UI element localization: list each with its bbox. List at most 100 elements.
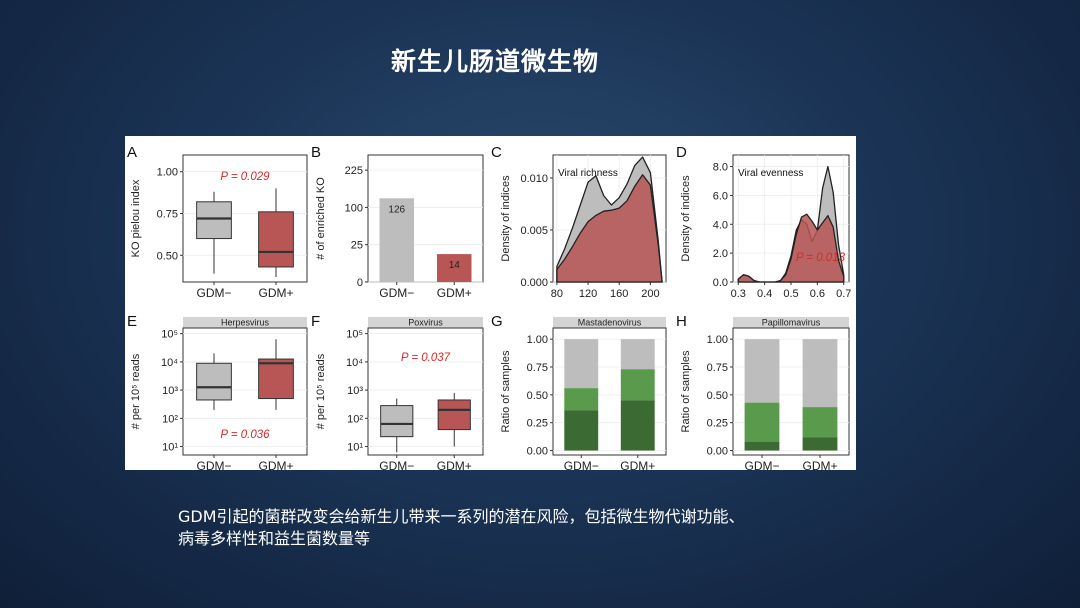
bar-value-label: 14 [449, 260, 461, 271]
y-tick-label: 0.50 [157, 250, 178, 262]
slide-title: 新生儿肠道微生物 [390, 47, 599, 76]
y-tick-label: 0.0 [713, 277, 728, 289]
panel-letter-c: C [491, 144, 502, 161]
x-tick-label: GDM− [379, 459, 414, 470]
y-tick-label: 1.00 [157, 167, 178, 179]
x-tick-label: GDM+ [437, 286, 472, 300]
y-tick-label: 0.75 [707, 362, 728, 374]
p-value-annotation: P = 0.013 [796, 252, 846, 264]
box-gdm-minus [196, 353, 232, 410]
y-tick-label: 10¹ [162, 442, 178, 454]
panel-e: E Herpesvirus 10¹ 10² 10³ 10⁴ 10⁵ # per 10⁵ rea… [127, 313, 308, 470]
caption-line-2: 病毒多样性和益生菌数量等 [178, 529, 371, 548]
bar-segment-light-green [564, 388, 599, 411]
box-iqr [437, 399, 471, 431]
y-tick-label: 0.00 [707, 446, 728, 458]
panel-letter-b: B [311, 144, 321, 161]
bar-segment-absent [744, 339, 780, 403]
x-tick-label: 120 [579, 288, 597, 300]
x-tick-label: GDM+ [258, 459, 293, 470]
box-iqr [196, 201, 232, 240]
y-tick-label: 10¹ [347, 442, 363, 454]
x-tick-label: 0.6 [810, 288, 825, 300]
caption-line-1: GDM引起的菌群改变会给新生儿带来一系列的潜在风险，包括微生物代谢功能、 [178, 507, 745, 526]
x-tick-label: GDM+ [802, 459, 837, 470]
box-gdm-plus [258, 339, 294, 410]
x-tick-label: 200 [641, 288, 659, 300]
bar-segment-dark-green [620, 400, 655, 451]
box-gdm-plus [258, 188, 294, 277]
bar-segment-dark-green [744, 441, 780, 451]
y-tick-label: 0.005 [520, 225, 548, 237]
x-tick-label: GDM− [379, 286, 414, 300]
y-tick-label: 10² [162, 413, 178, 425]
bar-segment-dark-green [564, 410, 599, 451]
y-axis-label: # per 10⁵ reads [315, 353, 327, 429]
x-tick-label: GDM− [196, 459, 231, 470]
bar-gdm-minus [379, 198, 414, 282]
y-axis-label: # per 10⁵ reads [130, 353, 142, 429]
box-gdm-minus [196, 191, 232, 274]
y-tick-label: 0.75 [157, 208, 178, 220]
density-annotation: Viral evenness [738, 168, 803, 179]
panel-g: G Mastadenovirus 0.00 0.25 0.50 0.75 1.00 Ratio… [491, 313, 667, 470]
y-tick-label: 10⁴ [161, 357, 178, 369]
panel-f: F Poxvirus 10¹ 10² 10³ 10⁴ 10⁵ # per 10⁵ reads P… [311, 313, 484, 470]
slide-caption: GDM引起的菌群改变会给新生儿带来一系列的潜在风险，包括微生物代谢功能、 病毒多… [178, 506, 878, 550]
panel-c: C 0.000 0.005 0.010 Density of indices 80 120 1… [491, 144, 667, 300]
y-tick-label: 0.000 [520, 277, 548, 289]
bar-gdm-plus [437, 254, 472, 282]
y-tick-label: 0.25 [527, 418, 548, 430]
y-tick-label: 0.25 [707, 418, 728, 430]
x-tick-label: GDM+ [620, 459, 655, 470]
x-tick-label: 0.7 [836, 288, 851, 300]
facet-strip-label: Herpesvirus [221, 318, 270, 328]
facet-strip-label: Mastadenovirus [578, 318, 642, 328]
p-value-annotation: P = 0.036 [220, 429, 270, 441]
facet-strip [553, 317, 666, 328]
y-tick-label: 10³ [162, 385, 178, 397]
density-gdm-plus [556, 174, 663, 283]
panel-letter-e: E [127, 313, 137, 330]
y-tick-label: 100 [345, 202, 363, 214]
facet-strip-label: Papillomavirus [762, 318, 821, 328]
panel-a: A 0.50 0.75 1.00 KO pielou index P = 0.029 GDM… [127, 144, 308, 300]
y-axis-label: Ratio of samples [500, 350, 512, 432]
box-iqr [258, 211, 294, 268]
p-value-annotation: P = 0.029 [220, 171, 270, 183]
bar-segment-dark-green [802, 437, 838, 451]
panel-letter-h: H [676, 313, 687, 330]
bar-segment-light-green [802, 407, 838, 438]
p-value-annotation: P = 0.037 [401, 352, 451, 364]
bar-segment-absent [802, 339, 838, 408]
box-iqr [380, 405, 414, 438]
x-tick-label: 0.4 [757, 288, 772, 300]
y-tick-label: 1.00 [707, 334, 728, 346]
facet-strip [733, 317, 849, 328]
y-tick-label: 0.00 [527, 446, 548, 458]
panel-letter-a: A [127, 144, 137, 161]
y-tick-label: 0.50 [707, 390, 728, 402]
y-tick-label: 4.0 [713, 219, 728, 231]
density-annotation: Viral richness [558, 168, 618, 179]
y-axis-label: # of enriched KO [315, 177, 327, 260]
x-tick-label: GDM− [744, 459, 779, 470]
facet-strip-label: Poxvirus [408, 318, 443, 328]
bar-segment-absent [564, 339, 599, 389]
x-tick-label: 0.3 [731, 288, 746, 300]
facet-strip [368, 317, 483, 328]
x-tick-label: 80 [551, 288, 563, 300]
y-tick-label: 10⁴ [346, 357, 363, 369]
box-iqr [196, 362, 232, 401]
box-gdm-plus [437, 392, 471, 447]
y-tick-label: 6.0 [713, 190, 728, 202]
y-tick-label: 10² [347, 413, 363, 425]
y-axis-label: Ratio of samples [680, 350, 692, 432]
x-tick-label: GDM− [196, 286, 231, 300]
x-tick-label: GDM+ [437, 459, 472, 470]
panel-d: D 0.0 2.0 4.0 6.0 8.0 Density of indices 0.3 0.4… [676, 144, 851, 300]
y-axis-label: Density of indices [500, 175, 512, 262]
x-tick-label: GDM+ [258, 286, 293, 300]
facet-strip [183, 317, 307, 328]
y-tick-label: 0.010 [520, 173, 548, 185]
